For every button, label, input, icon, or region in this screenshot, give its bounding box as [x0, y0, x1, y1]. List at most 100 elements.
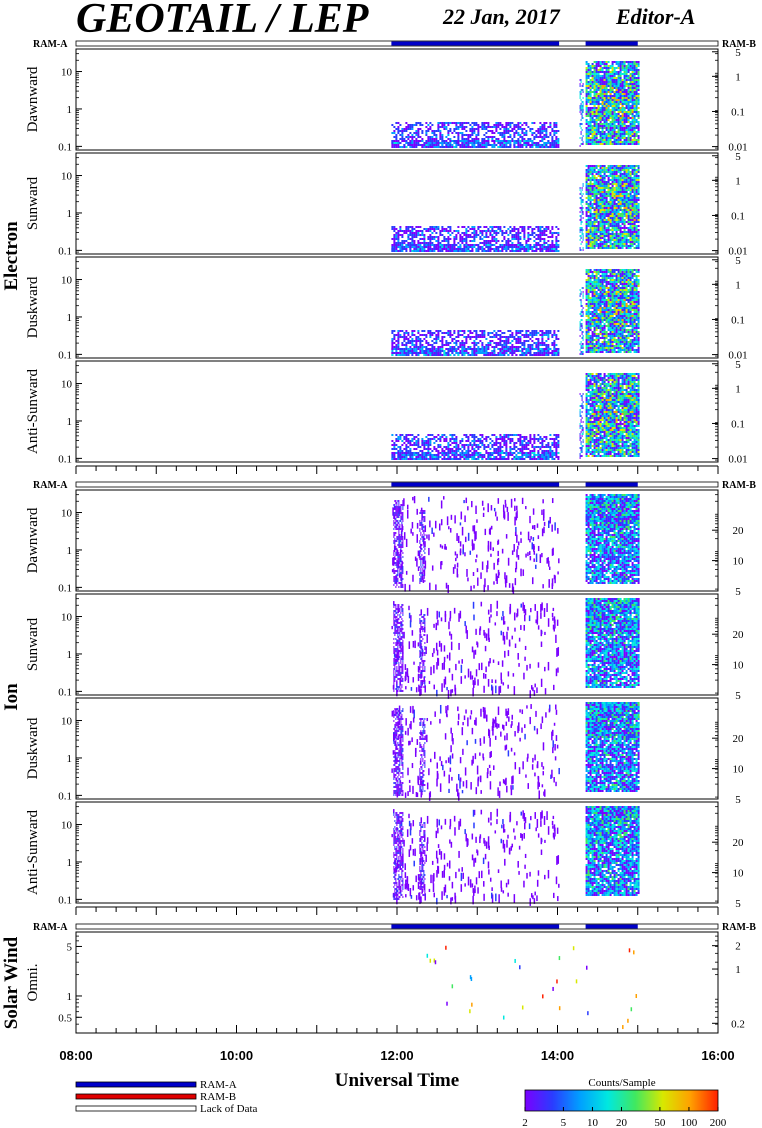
- spectro-cell: [519, 340, 522, 342]
- spectro-cell: [499, 144, 502, 146]
- spectro-cell: [623, 133, 626, 135]
- spectro-cell: [625, 195, 628, 197]
- spectro-cell: [409, 140, 412, 142]
- spectro-cell: [605, 219, 608, 221]
- spectro-cell: [603, 221, 606, 223]
- spectro-cell: [617, 165, 620, 167]
- spectro-cell: [413, 248, 416, 250]
- spectro-cell: [589, 211, 592, 213]
- spectro-cell: [411, 338, 414, 340]
- spectro-cell: [491, 132, 494, 134]
- spectro-cell: [607, 137, 610, 139]
- spectro-cell: [623, 209, 626, 211]
- spectro-cell: [613, 87, 616, 89]
- spectro-cell: [597, 165, 600, 167]
- spectro-cell: [529, 338, 532, 340]
- spectro-cell: [589, 137, 592, 139]
- spectro-cell: [582, 117, 584, 119]
- spectro-cell: [421, 140, 424, 142]
- spectro-cell: [419, 244, 422, 246]
- spectro-cell: [601, 107, 604, 109]
- spectro-cell: [401, 350, 404, 352]
- spectro-cell: [637, 81, 640, 83]
- spectro-cell: [397, 242, 400, 244]
- spectro-cell: [405, 142, 408, 144]
- spectro-cell: [635, 187, 638, 189]
- spectro-cell: [603, 67, 606, 69]
- spectro-cell: [455, 124, 458, 126]
- spectro-cell: [599, 233, 602, 235]
- spectro-cell: [515, 146, 518, 148]
- spectro-cell: [629, 77, 632, 79]
- spectro-cell: [605, 197, 608, 199]
- spectro-cell: [627, 85, 630, 87]
- spectro-cell: [607, 183, 610, 185]
- spectro-cell: [431, 332, 434, 334]
- spectro-cell: [487, 342, 490, 344]
- spectro-cell: [631, 203, 634, 205]
- spectro-cell: [605, 87, 608, 89]
- spectro-cell: [637, 241, 640, 243]
- spectro-cell: [623, 135, 626, 137]
- spectro-cell: [617, 139, 620, 141]
- spectro-cell: [589, 243, 592, 245]
- spectro-cell: [435, 340, 438, 342]
- spectro-cell: [551, 248, 554, 250]
- spectro-cell: [631, 63, 634, 65]
- spectro-cell: [531, 122, 534, 124]
- spectro-cell: [405, 244, 408, 246]
- spectro-cell: [525, 242, 528, 244]
- spectro-cell: [523, 346, 526, 348]
- spectro-cell: [435, 342, 438, 344]
- spectro-cell: [521, 344, 524, 346]
- spectro-cell: [621, 65, 624, 67]
- spectro-cell: [611, 173, 614, 175]
- spectro-cell: [435, 226, 438, 228]
- spectro-cell: [595, 227, 598, 229]
- spectro-cell: [633, 211, 636, 213]
- spectro-cell: [481, 242, 484, 244]
- spectro-cell: [617, 237, 620, 239]
- spectro-cell: [445, 126, 448, 128]
- spectro-cell: [425, 242, 428, 244]
- spectro-cell: [417, 338, 420, 340]
- spectro-cell: [527, 248, 530, 250]
- spectro-cell: [535, 134, 538, 136]
- spectro-cell: [621, 215, 624, 217]
- spectro-cell: [595, 143, 598, 145]
- ram-left-label: RAM-A: [33, 39, 68, 50]
- spectro-cell: [423, 146, 426, 148]
- spectro-cell: [501, 240, 504, 242]
- spectro-cell: [545, 230, 548, 232]
- spectro-cell: [445, 246, 448, 248]
- spectro-cell: [605, 191, 608, 193]
- spectro-cell: [613, 171, 616, 173]
- spectro-cell: [623, 129, 626, 131]
- spectro-cell: [637, 63, 640, 65]
- spectro-cell: [591, 175, 594, 177]
- spectro-cell: [487, 250, 490, 252]
- spectro-cell: [537, 132, 540, 134]
- spectro-cell: [603, 99, 606, 101]
- spectro-cell: [597, 65, 600, 67]
- spectro-cell: [591, 75, 594, 77]
- spectro-cell: [615, 143, 618, 145]
- spectro-cell: [599, 217, 602, 219]
- spectro-cell: [493, 132, 496, 134]
- spectro-cell: [411, 330, 414, 332]
- spectro-cell: [513, 250, 516, 252]
- spectro-cell: [605, 169, 608, 171]
- spectro-cell: [587, 187, 590, 189]
- spectro-cell: [475, 236, 478, 238]
- spectro-cell: [609, 121, 612, 123]
- spectro-cell: [429, 226, 432, 228]
- spectro-cell: [633, 235, 636, 237]
- spectro-cell: [603, 211, 606, 213]
- spectro-cell: [603, 227, 606, 229]
- spectro-cell: [625, 175, 628, 177]
- spectro-cell: [551, 130, 554, 132]
- spectro-cell: [613, 121, 616, 123]
- spectro-cell: [619, 91, 622, 93]
- spectro-cell: [601, 85, 604, 87]
- spectro-cell: [435, 244, 438, 246]
